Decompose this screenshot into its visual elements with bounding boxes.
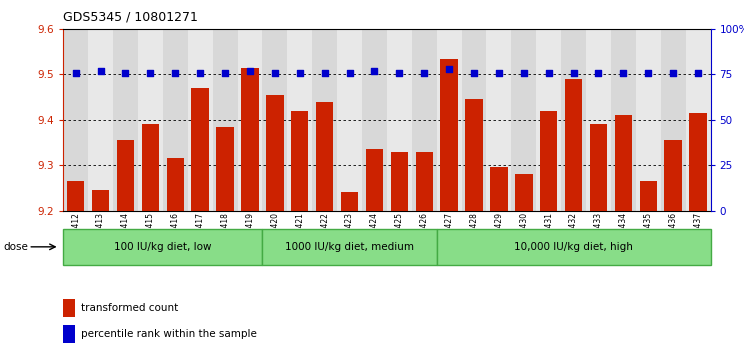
Bar [63,299,75,317]
Bar [366,149,383,211]
Bar [67,181,84,211]
Point [344,70,356,76]
Point [394,70,405,76]
Bar [686,29,711,211]
Bar [536,29,561,211]
Bar [241,68,259,211]
Bar [362,29,387,211]
Point [318,70,330,76]
Bar [565,79,583,211]
Point [194,70,206,76]
Bar [391,151,408,211]
Point [418,70,430,76]
Bar [287,29,312,211]
Point [642,70,654,76]
Bar [487,29,511,211]
Bar [92,190,109,211]
Bar [387,29,411,211]
Bar [213,29,237,211]
Bar [636,29,661,211]
Text: transformed count: transformed count [81,303,179,313]
Bar [63,229,263,265]
Bar [586,29,611,211]
Bar [217,127,234,211]
Text: 100 IU/kg diet, low: 100 IU/kg diet, low [114,242,211,252]
Point [568,70,580,76]
Text: percentile rank within the sample: percentile rank within the sample [81,329,257,339]
Bar [316,102,333,211]
Bar [337,29,362,211]
Bar [117,140,134,211]
Bar [461,29,487,211]
Bar [440,58,458,211]
Bar [615,115,632,211]
Bar [63,29,88,211]
Point [692,70,704,76]
Point [468,70,480,76]
Point [592,70,604,76]
Bar [490,167,507,211]
Bar [163,29,187,211]
Text: GDS5345 / 10801271: GDS5345 / 10801271 [63,11,198,24]
Point [667,70,679,76]
Point [120,70,132,76]
Text: 10,000 IU/kg diet, high: 10,000 IU/kg diet, high [514,242,633,252]
Bar [312,29,337,211]
Bar [237,29,263,211]
Bar [63,325,75,343]
Point [170,70,182,76]
Bar [437,229,711,265]
Bar [415,151,433,211]
Point [269,70,280,76]
Bar [611,29,636,211]
Bar [138,29,163,211]
Point [94,68,106,74]
Bar [266,95,283,211]
Text: dose: dose [4,242,28,252]
Point [618,70,629,76]
Point [443,66,455,72]
Bar [141,124,159,211]
Bar [661,29,686,211]
Bar [291,111,309,211]
Point [219,70,231,76]
Bar [540,111,557,211]
Bar [411,29,437,211]
Bar [263,229,437,265]
Point [518,70,530,76]
Point [294,70,306,76]
Point [493,70,505,76]
Point [70,70,82,76]
Point [368,68,380,74]
Bar [664,140,682,211]
Bar [465,99,483,211]
Bar [167,158,184,211]
Bar [511,29,536,211]
Bar [191,88,209,211]
Point [144,70,156,76]
Bar [561,29,586,211]
Point [543,70,555,76]
Bar [590,124,607,211]
Bar [640,181,657,211]
Bar [263,29,287,211]
Bar [187,29,213,211]
Bar [690,113,707,211]
Text: 1000 IU/kg diet, medium: 1000 IU/kg diet, medium [285,242,414,252]
Bar [437,29,461,211]
Point [244,68,256,74]
Bar [88,29,113,211]
Bar [113,29,138,211]
Bar [515,174,533,211]
Bar [341,192,359,211]
